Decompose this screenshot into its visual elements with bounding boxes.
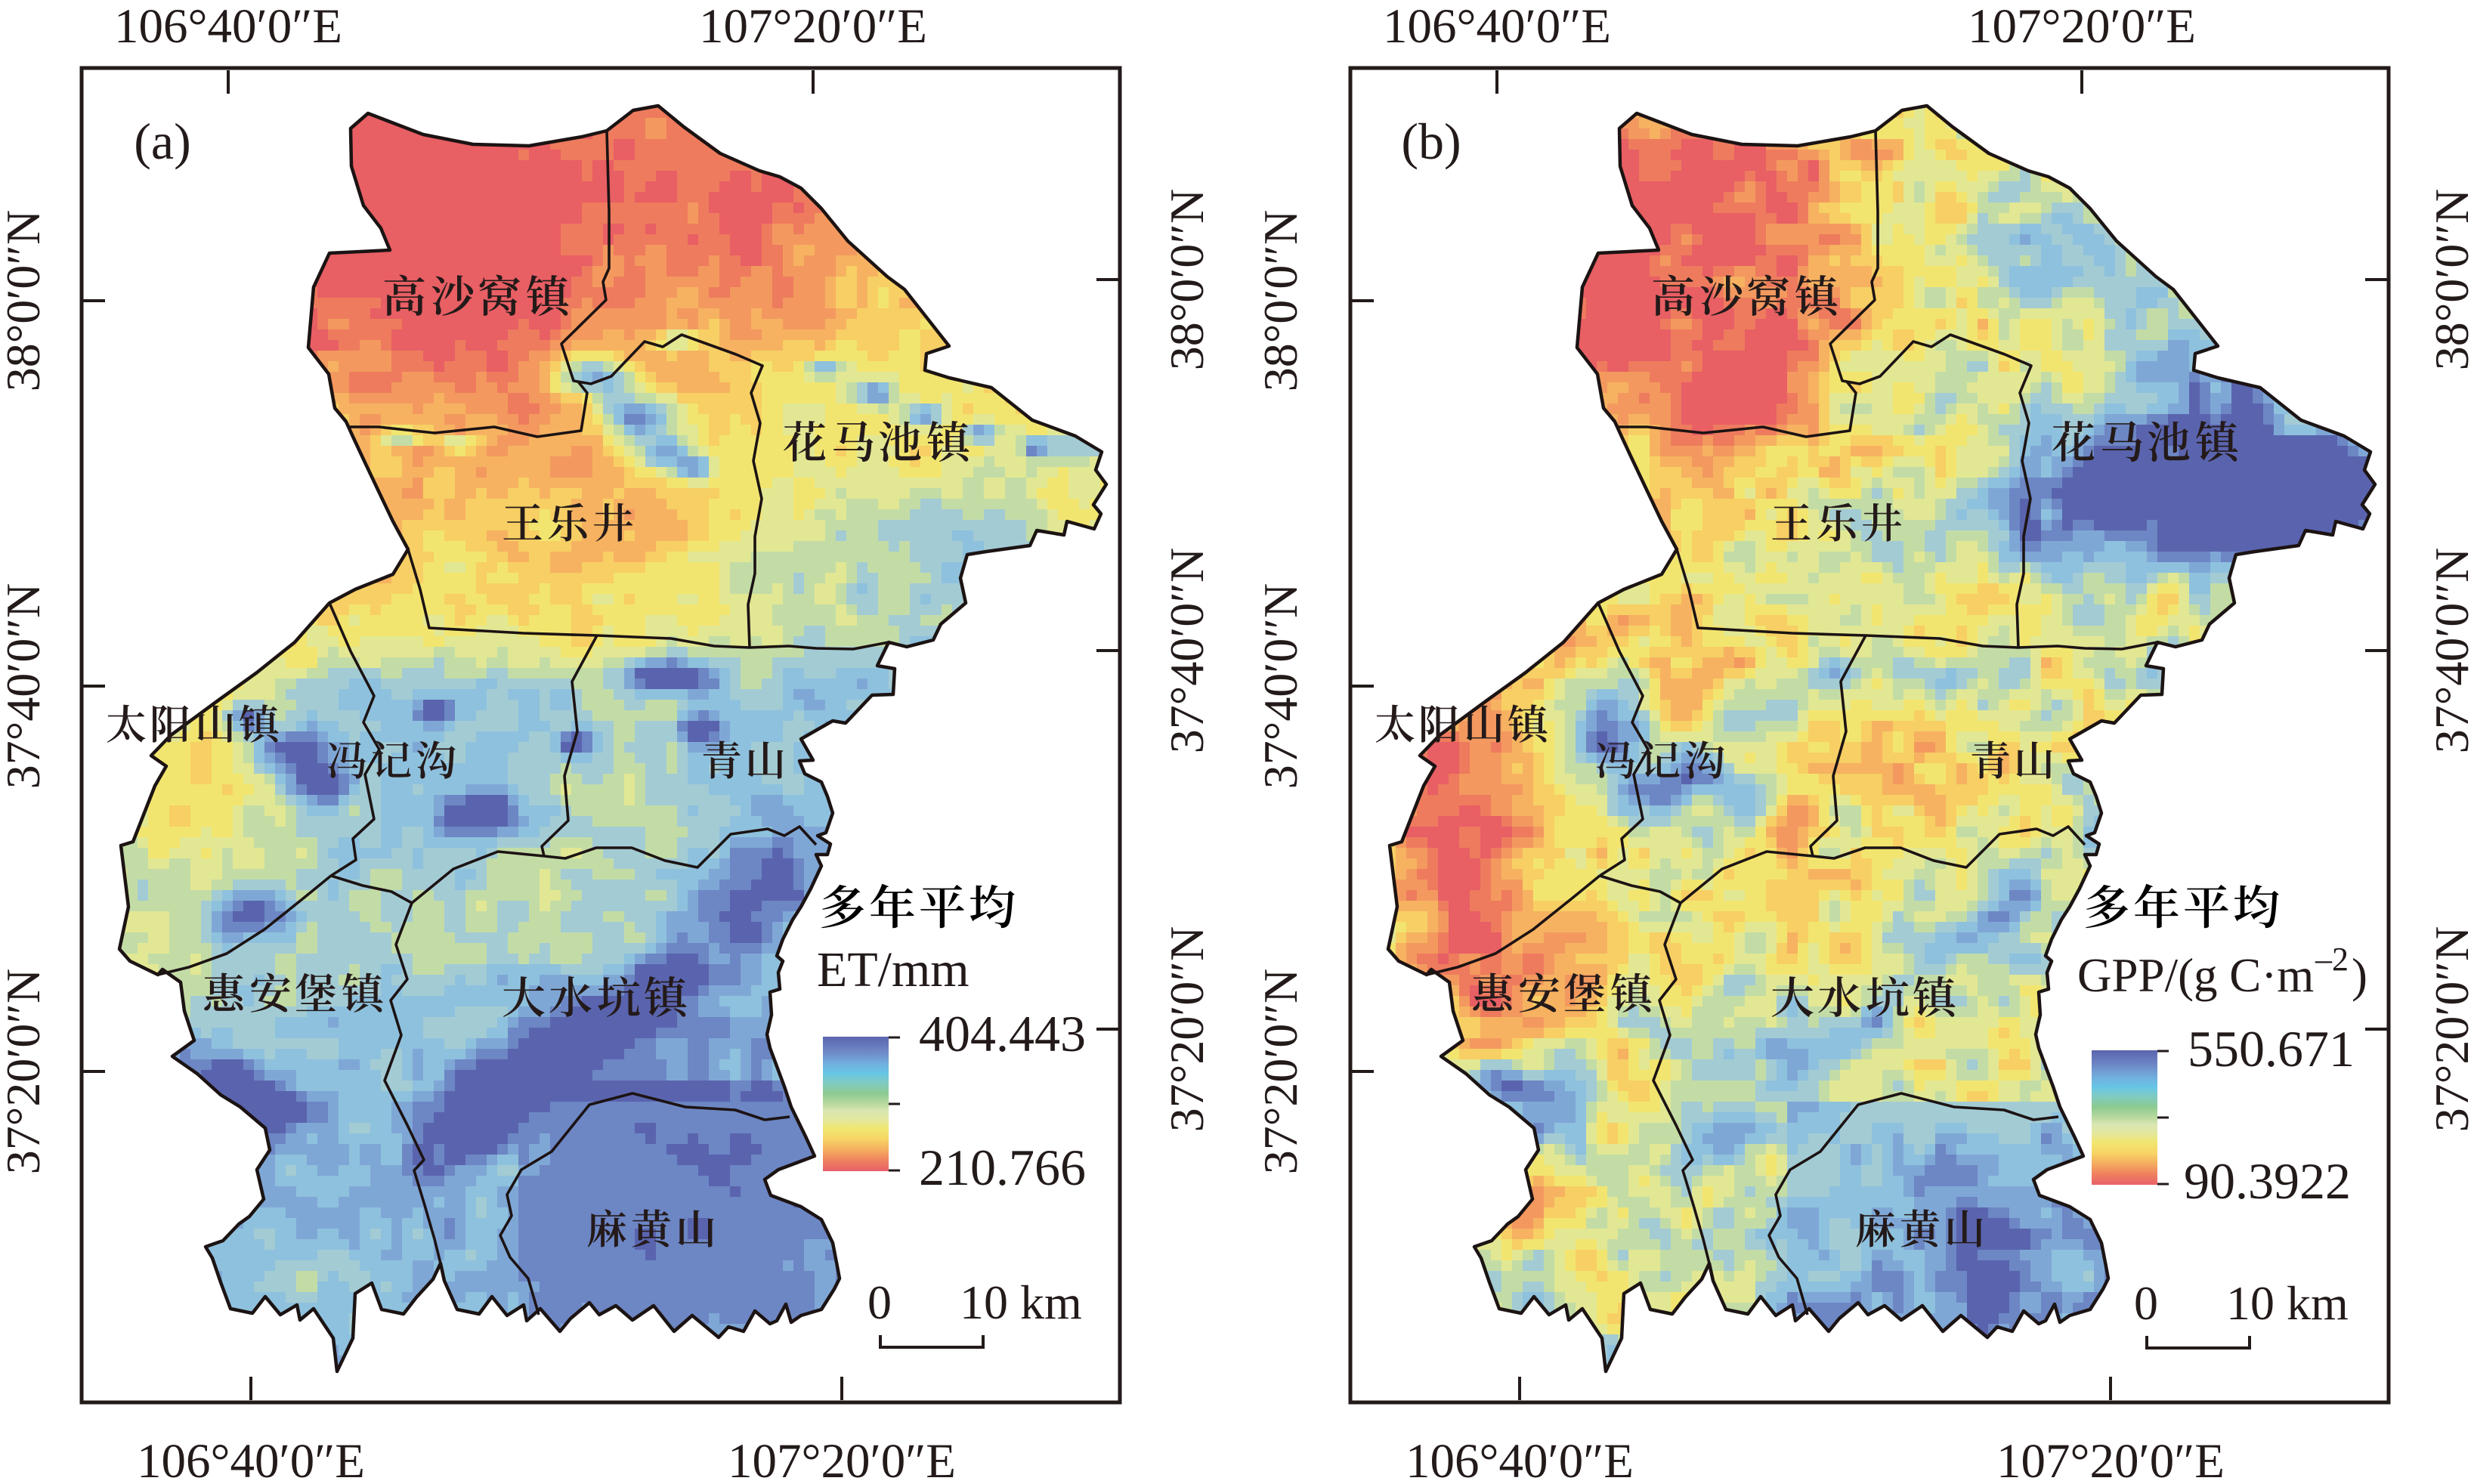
svg-text:404.443: 404.443 [919, 1005, 1086, 1062]
svg-text:37°20′0″N: 37°20′0″N [0, 969, 50, 1174]
svg-text:37°40′0″N: 37°40′0″N [1160, 548, 1214, 753]
svg-text:210.766: 210.766 [919, 1139, 1086, 1196]
svg-text:106°40′0″E: 106°40′0″E [1383, 0, 1611, 54]
svg-text:10 km: 10 km [960, 1275, 1082, 1329]
svg-text:107°20′0″E: 107°20′0″E [1996, 1434, 2225, 1484]
svg-text:37°40′0″N: 37°40′0″N [1254, 583, 1307, 789]
svg-text:37°20′0″N: 37°20′0″N [1160, 926, 1214, 1132]
svg-text:10 km: 10 km [2226, 1276, 2349, 1330]
svg-text:550.671: 550.671 [2188, 1020, 2355, 1077]
svg-text:38°0′0″N: 38°0′0″N [1254, 210, 1307, 391]
svg-text:38°0′0″N: 38°0′0″N [1160, 189, 1214, 370]
svg-text:): ) [2352, 949, 2367, 1002]
svg-text:0: 0 [2134, 1276, 2158, 1330]
svg-text:107°20′0″E: 107°20′0″E [728, 1434, 956, 1484]
svg-text:37°40′0″N: 37°40′0″N [0, 583, 50, 789]
svg-text:106°40′0″E: 106°40′0″E [1406, 1434, 1634, 1484]
svg-text:GPP/(g C·m: GPP/(g C·m [2077, 949, 2314, 1002]
svg-text:37°20′0″N: 37°20′0″N [2425, 926, 2474, 1132]
svg-text:(b): (b) [1401, 113, 1461, 170]
svg-text:37°20′0″N: 37°20′0″N [1254, 969, 1307, 1174]
svg-text:106°40′0″E: 106°40′0″E [137, 1434, 365, 1484]
svg-text:107°20′0″E: 107°20′0″E [699, 0, 927, 54]
svg-text:38°0′0″N: 38°0′0″N [2425, 189, 2474, 370]
svg-text:ET/mm: ET/mm [817, 942, 969, 997]
svg-text:90.3922: 90.3922 [2184, 1152, 2351, 1210]
svg-text:–2: –2 [2315, 941, 2349, 978]
svg-text:0: 0 [867, 1275, 892, 1329]
svg-text:106°40′0″E: 106°40′0″E [114, 0, 342, 54]
svg-text:(a): (a) [134, 113, 190, 170]
svg-text:38°0′0″N: 38°0′0″N [0, 210, 50, 391]
svg-text:37°40′0″N: 37°40′0″N [2425, 548, 2474, 753]
svg-text:107°20′0″E: 107°20′0″E [1968, 0, 2196, 54]
